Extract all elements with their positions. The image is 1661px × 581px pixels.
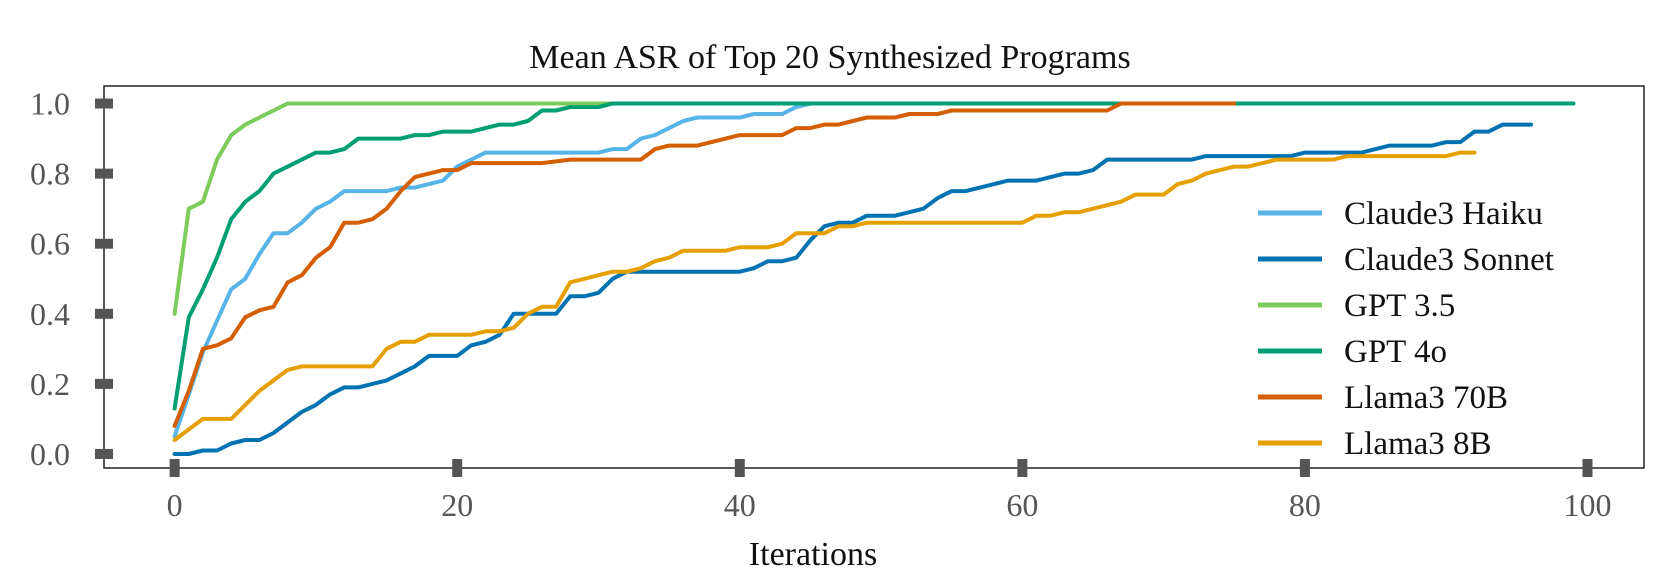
series-line-1 (172, 122, 1533, 456)
x-tick-mark (452, 459, 463, 477)
y-tick-mark (95, 238, 113, 249)
y-tick-mark (95, 168, 113, 179)
x-tick-label: 20 (441, 487, 473, 523)
y-tick-label: 0.6 (30, 226, 70, 262)
y-tick-label: 1.0 (30, 86, 70, 122)
legend-label: GPT 4o (1344, 334, 1447, 370)
series-lines (172, 101, 1576, 456)
x-axis: 0 20 40 60 80 100 (167, 459, 1611, 523)
legend-label: GPT 3.5 (1344, 288, 1455, 324)
x-axis-label: Iterations (749, 536, 877, 573)
y-tick-label: 0.8 (30, 156, 70, 192)
x-tick-label: 0 (167, 487, 183, 523)
y-axis: 0.0 0.2 0.4 0.6 0.8 1.0 (30, 86, 113, 472)
x-tick-label: 40 (724, 487, 756, 523)
y-tick-label: 0.2 (30, 366, 70, 402)
legend: Claude3 Haiku Claude3 Sonnet GPT 3.5 GPT 4o… (1258, 196, 1554, 462)
y-tick-mark (95, 448, 113, 459)
x-tick-mark (169, 459, 180, 477)
chart-title: Mean ASR of Top 20 Synthesized Programs (529, 39, 1130, 76)
x-tick-label: 60 (1006, 487, 1038, 523)
series-line-4 (172, 101, 1237, 428)
series-line-5 (172, 150, 1477, 442)
x-tick-label: 100 (1563, 487, 1611, 523)
y-tick-label: 0.4 (30, 296, 70, 332)
x-tick-mark (1299, 459, 1310, 477)
legend-label: Llama3 8B (1344, 426, 1492, 462)
x-tick-mark (1017, 459, 1028, 477)
series-line-0 (172, 101, 1576, 439)
legend-label: Claude3 Haiku (1344, 196, 1543, 232)
legend-label: Llama3 70B (1344, 380, 1508, 416)
x-tick-label: 80 (1289, 487, 1321, 523)
y-tick-mark (95, 378, 113, 389)
y-tick-label: 0.0 (30, 436, 70, 472)
plot-frame (103, 85, 1645, 469)
legend-label: Claude3 Sonnet (1344, 242, 1554, 278)
y-tick-mark (95, 308, 113, 319)
x-tick-mark (1582, 459, 1593, 477)
x-tick-mark (734, 459, 745, 477)
series-line-3 (172, 101, 1576, 411)
y-tick-mark (95, 98, 113, 109)
